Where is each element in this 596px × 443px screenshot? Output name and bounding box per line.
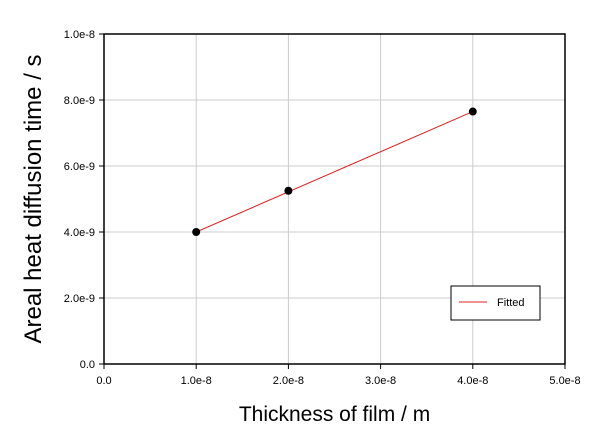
- y-tick-label: 2.0e-9: [64, 293, 95, 305]
- x-tick-label: 4.0e-8: [457, 375, 488, 387]
- x-tick-label: 0.0: [96, 375, 111, 387]
- x-tick-label: 2.0e-8: [273, 375, 304, 387]
- series: [192, 107, 477, 236]
- y-tick-label: 1.0e-8: [64, 29, 95, 41]
- y-tick-label: 4.0e-9: [64, 227, 95, 239]
- y-axis-title: Areal heat diffusion time / s: [20, 54, 47, 343]
- y-tick-labels: 0.0 2.0e-9 4.0e-9 6.0e-9 8.0e-9 1.0e-8: [64, 29, 95, 371]
- ticks: [99, 33, 566, 369]
- legend: Fitted: [450, 285, 541, 321]
- data-point: [284, 186, 293, 195]
- grid: [104, 34, 565, 364]
- x-tick-label: 1.0e-8: [181, 375, 212, 387]
- axes: [103, 33, 566, 365]
- y-tick-label: 8.0e-9: [64, 95, 95, 107]
- plot-frame: [103, 33, 566, 365]
- y-tick-label: 0.0: [80, 359, 95, 371]
- x-tick-labels: 0.0 1.0e-8 2.0e-8 3.0e-8 4.0e-8 5.0e-8: [96, 375, 580, 387]
- y-tick-label: 6.0e-9: [64, 161, 95, 173]
- x-tick-label: 3.0e-8: [365, 375, 396, 387]
- legend-entry-fitted: Fitted: [497, 297, 525, 309]
- x-axis-title: Thickness of film / m: [239, 403, 430, 426]
- fitted-line: [196, 111, 473, 233]
- data-point: [468, 107, 477, 116]
- x-tick-label: 5.0e-8: [549, 375, 580, 387]
- legend-box: [450, 285, 541, 321]
- data-point: [192, 228, 201, 236]
